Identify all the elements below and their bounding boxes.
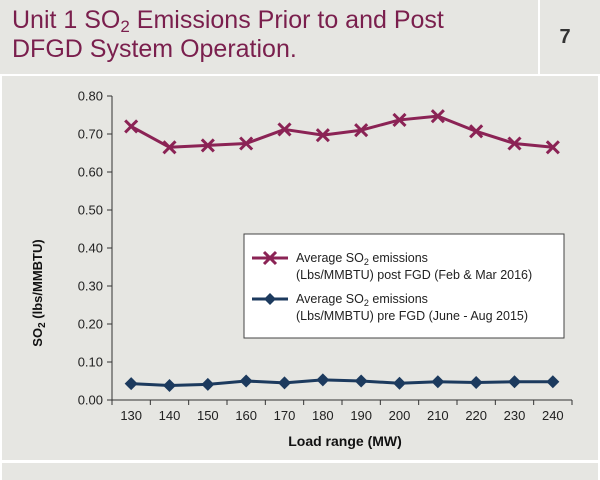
data-point (508, 375, 521, 389)
footer-strip (2, 463, 598, 480)
legend-box (243, 233, 565, 339)
title-text-b: Emissions Prior to and Post (129, 6, 444, 34)
header-bar: Unit 1 SO2 Emissions Prior to and Post D… (0, 0, 600, 74)
x-tick-label: 190 (350, 408, 372, 423)
series-pre-fgd (124, 373, 560, 393)
x-tick-label: 150 (197, 408, 219, 423)
page-title: Unit 1 SO2 Emissions Prior to and Post D… (12, 6, 532, 64)
x-tick-label: 170 (274, 408, 296, 423)
legend-entry-pre: Average SO2 emissions (Lbs/MMBTU) pre FG… (252, 292, 528, 323)
data-point (124, 119, 139, 134)
data-point (278, 376, 291, 390)
y-tick-labels: 0.00 0.10 0.20 0.30 0.40 0.50 0.60 0.70 0.80 (78, 89, 103, 408)
title-line-2: DFGD System Operation. (12, 35, 297, 63)
data-point (392, 112, 407, 128)
data-point (124, 377, 138, 391)
series-line (131, 378, 553, 388)
data-point (277, 122, 292, 137)
data-point (201, 377, 215, 391)
title-text-a: Unit 1 SO (12, 6, 121, 34)
y-tick-label: 0.60 (78, 165, 103, 180)
data-point (545, 140, 560, 155)
series-post-fgd (124, 109, 560, 155)
title-line-1: Unit 1 SO2 Emissions Prior to and Post (12, 6, 532, 35)
y-tick-label: 0.20 (78, 317, 103, 332)
data-point (354, 123, 369, 138)
y-label-subscript: 2 (37, 322, 48, 328)
x-tick-labels: 130 140 150 160 170 180 190 200 210 220 230 240 (120, 408, 563, 423)
data-point (546, 375, 560, 389)
y-label-text-b: (lbs/MMBTU) (30, 239, 45, 322)
data-point (316, 373, 330, 387)
data-point (431, 375, 445, 389)
data-point (469, 376, 483, 390)
y-tick-label: 0.10 (78, 355, 103, 370)
legend-swatch-post-marker (262, 250, 278, 266)
data-point (163, 379, 176, 393)
page-number: 7 (538, 0, 590, 74)
data-point (469, 124, 484, 139)
data-point (315, 128, 330, 143)
legend-swatch-pre-marker (264, 293, 276, 305)
data-point (430, 109, 445, 124)
series-line (130, 114, 553, 149)
x-tick-label: 240 (542, 408, 564, 423)
x-tick-label: 220 (465, 408, 487, 423)
data-point (354, 374, 368, 388)
legend-label-pre-line2: (Lbs/MMBTU) pre FGD (June - Aug 2015) (296, 309, 528, 323)
legend-entry-post: Average SO2 emissions (Lbs/MMBTU) post F… (252, 250, 532, 282)
y-label-text-a: SO (30, 328, 45, 347)
data-point (239, 136, 254, 151)
data-point (162, 140, 177, 155)
x-tick-label: 130 (120, 408, 142, 423)
chart-panel: 0.00 0.10 0.20 0.30 0.40 0.50 0.60 0.70 0.80 130… (2, 76, 598, 460)
x-tick-label: 200 (389, 408, 411, 423)
chart-series (124, 109, 560, 393)
data-point (200, 138, 215, 153)
data-point (393, 376, 406, 390)
y-tick-label: 0.70 (78, 127, 103, 142)
chart-legend: Average SO2 emissions (Lbs/MMBTU) post F… (243, 233, 565, 339)
y-tick-label: 0.80 (78, 89, 103, 104)
legend-label-post-line1: Average SO2 emissions (296, 251, 428, 267)
y-tick-label: 0.30 (78, 279, 103, 294)
line-chart: 0.00 0.10 0.20 0.30 0.40 0.50 0.60 0.70 0.80 130… (30, 89, 573, 449)
x-tick-label: 160 (235, 408, 257, 423)
y-tick-label: 0.00 (78, 393, 103, 408)
title-subscript: 2 (120, 17, 130, 36)
legend-label-post-line2: (Lbs/MMBTU) post FGD (Feb & Mar 2016) (296, 268, 532, 282)
x-tick-label: 210 (427, 408, 449, 423)
x-axis-label: Load range (MW) (288, 433, 402, 449)
data-point (239, 374, 253, 388)
y-tick-label: 0.40 (78, 241, 103, 256)
chart-axes (107, 95, 573, 405)
y-axis-label: SO2 (lbs/MMBTU) (30, 239, 48, 346)
x-tick-label: 180 (312, 408, 334, 423)
legend-label-pre-line1: Average SO2 emissions (296, 292, 428, 308)
data-point (507, 136, 522, 151)
x-tick-label: 230 (504, 408, 526, 423)
x-tick-label: 140 (159, 408, 181, 423)
y-tick-label: 0.50 (78, 203, 103, 218)
